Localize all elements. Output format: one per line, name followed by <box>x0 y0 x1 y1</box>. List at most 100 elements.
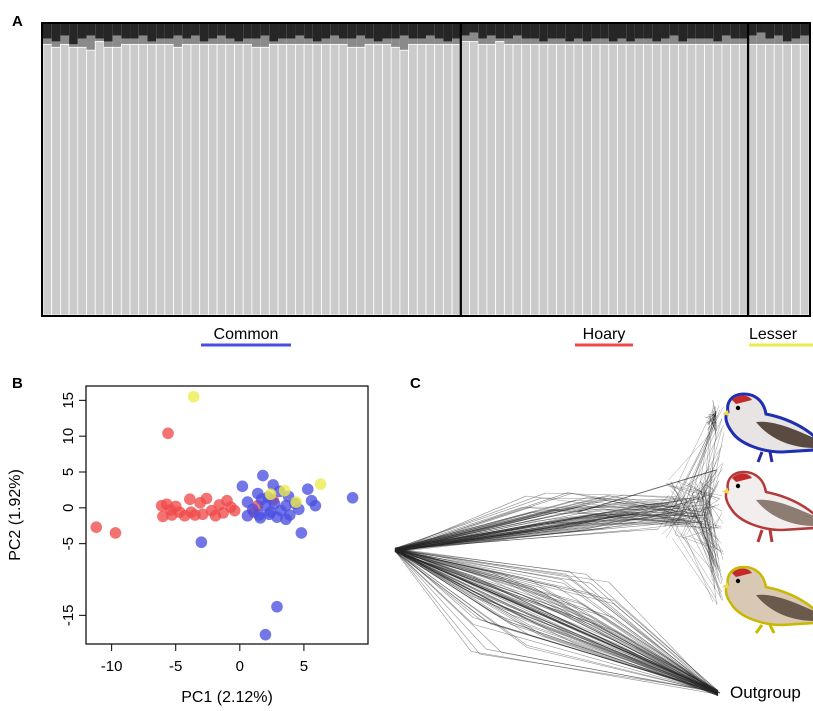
bar-cluster-dark <box>643 24 653 39</box>
bar-cluster-dark <box>486 24 496 36</box>
tree-branch <box>394 548 563 580</box>
bar-cluster-light <box>599 43 610 316</box>
bar-cluster-light <box>477 43 488 316</box>
tree-branch <box>591 502 686 529</box>
bar-cluster-light <box>399 49 409 316</box>
bar-cluster-light <box>608 43 618 316</box>
bar-cluster-light <box>625 43 636 316</box>
tree-branch <box>672 469 719 525</box>
pca-point <box>280 499 292 512</box>
bar-cluster-mid <box>565 41 574 45</box>
bar-cluster-dark <box>86 24 96 36</box>
tree-branch <box>664 502 712 524</box>
bar-cluster-mid <box>452 38 461 45</box>
tree-branch <box>394 549 541 636</box>
bar-cluster-mid <box>669 35 679 45</box>
tree-branch <box>700 482 713 489</box>
tree-branch <box>670 481 716 568</box>
tree-branch <box>598 498 690 507</box>
bird-lesser-icon <box>722 565 813 634</box>
bar-cluster-light <box>225 43 235 316</box>
tree-branch <box>708 413 717 416</box>
tree-branch <box>700 491 719 570</box>
tree-branch <box>394 548 504 593</box>
bar-cluster-mid <box>695 38 705 45</box>
tree-branch <box>688 424 725 494</box>
tree-branch <box>394 521 658 551</box>
tree-branch <box>394 550 472 652</box>
tree-branch <box>700 488 713 582</box>
bar-cluster-light <box>42 43 53 316</box>
tree-branch <box>687 490 724 601</box>
bar-cluster-light <box>582 43 592 316</box>
tree-branch <box>394 550 474 625</box>
bar-cluster-mid <box>426 35 435 45</box>
bar-cluster-mid <box>121 38 131 45</box>
bar-cluster-light <box>486 43 497 316</box>
tree-branch <box>532 496 696 532</box>
bar-cluster-mid <box>730 38 740 45</box>
bar-cluster-dark <box>243 24 252 39</box>
bar-cluster-mid <box>556 38 566 45</box>
bar-cluster-light <box>495 41 505 316</box>
bar-cluster-light <box>678 43 688 316</box>
tree-branch <box>692 494 712 503</box>
bar-cluster-mid <box>608 41 618 45</box>
bar-cluster-dark <box>164 24 174 39</box>
bar-cluster-dark <box>130 24 139 39</box>
tree-branch <box>662 407 714 516</box>
tree-branch <box>701 463 714 535</box>
tree-branch <box>667 483 723 512</box>
tree-branch <box>708 487 715 590</box>
tree-branch <box>567 513 696 518</box>
tree-branch <box>705 456 720 483</box>
y-tick-label: -15 <box>60 604 77 626</box>
bar-cluster-dark <box>208 24 218 39</box>
bar-cluster-dark <box>321 24 331 39</box>
panel-c-letter: C <box>410 375 421 392</box>
tree-branch <box>606 500 702 516</box>
bar-cluster-mid <box>43 38 52 45</box>
tree-branch <box>663 509 716 538</box>
bar-cluster-light <box>434 43 444 316</box>
tree-branch <box>394 548 609 583</box>
bar-cluster-light <box>390 46 401 316</box>
bar-cluster-light <box>573 43 584 316</box>
bar-cluster-light <box>277 43 288 316</box>
bar-cluster-dark <box>713 24 722 42</box>
bar-cluster-mid <box>521 38 531 45</box>
tree-branch <box>691 505 714 558</box>
bar-cluster-light <box>521 43 531 316</box>
bar-cluster-mid <box>217 35 226 45</box>
tree-branch <box>494 613 719 693</box>
bar-cluster-light <box>782 43 792 316</box>
tree-branch <box>394 549 564 584</box>
tree-branch <box>672 485 723 496</box>
bar-cluster-dark <box>547 24 557 39</box>
admixture-plot-frame <box>41 22 811 317</box>
tree-branch <box>711 419 717 430</box>
bar-cluster-dark <box>556 24 566 39</box>
bar-cluster-mid <box>739 38 749 45</box>
bar-cluster-dark <box>721 24 731 36</box>
tree-branch <box>676 486 716 548</box>
bar-cluster-light <box>373 43 383 316</box>
bar-cluster-light <box>547 43 557 316</box>
tree-branch <box>586 574 719 692</box>
bar-cluster-light <box>77 46 87 316</box>
tree-branch <box>539 515 703 525</box>
bar-cluster-dark <box>391 24 400 39</box>
tree-branch <box>701 468 723 497</box>
tree-branch <box>706 414 717 424</box>
tree-branch <box>540 635 719 695</box>
bar-cluster-dark <box>730 24 740 39</box>
bar-cluster-dark <box>77 24 87 39</box>
tree-branch <box>703 511 712 572</box>
bar-cluster-mid <box>260 35 270 48</box>
tree-branch <box>696 488 719 560</box>
bar-cluster-dark <box>269 24 279 42</box>
pca-y-axis-label: PC2 (1.92%) <box>7 469 24 561</box>
tree-branch <box>394 495 527 552</box>
bar-cluster-mid <box>304 38 313 45</box>
tree-branch <box>394 550 481 621</box>
